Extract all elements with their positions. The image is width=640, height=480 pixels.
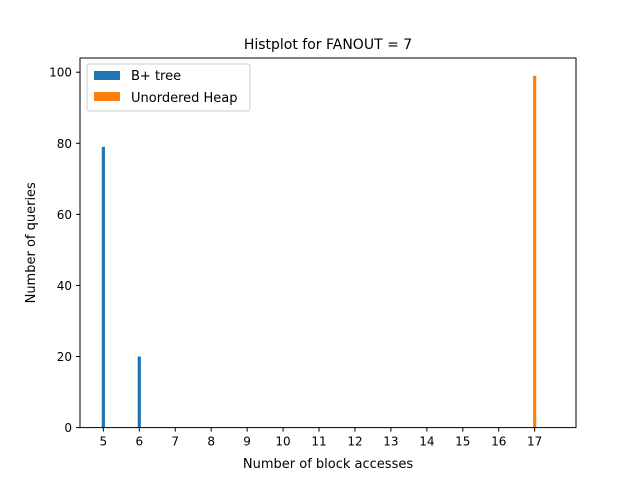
chart-title: Histplot for FANOUT = 7 — [244, 37, 412, 53]
x-tick-label: 6 — [135, 435, 143, 449]
x-tick-label: 15 — [455, 435, 470, 449]
legend-label-bplus-tree: B+ tree — [131, 69, 181, 84]
plot-frame — [79, 57, 577, 429]
x-axis-ticks: 5 6 7 8 9 10 11 12 13 14 15 16 17 — [100, 427, 542, 449]
y-tick-label: 100 — [49, 66, 72, 80]
x-tick-label: 12 — [347, 435, 362, 449]
x-tick-label: 7 — [171, 435, 179, 449]
y-axis-ticks: 0 20 40 60 80 100 — [49, 66, 80, 435]
y-tick-label: 40 — [57, 279, 72, 293]
y-tick-label: 80 — [57, 137, 72, 151]
x-tick-label: 14 — [419, 435, 434, 449]
legend-swatch-unordered-heap — [94, 92, 120, 101]
y-tick-label: 20 — [57, 350, 72, 364]
x-tick-label: 17 — [527, 435, 542, 449]
y-tick-label: 0 — [64, 421, 72, 435]
y-axis-label: Number of queries — [24, 182, 39, 303]
legend: B+ tree Unordered Heap — [86, 63, 251, 112]
x-tick-label: 16 — [491, 435, 506, 449]
x-tick-label: 8 — [207, 435, 215, 449]
x-tick-label: 5 — [100, 435, 108, 449]
x-axis-label: Number of block accesses — [243, 457, 413, 472]
x-tick-label: 13 — [383, 435, 398, 449]
legend-swatch-bplus-tree — [94, 71, 120, 80]
legend-label-unordered-heap: Unordered Heap — [131, 91, 238, 106]
bars-layer — [101, 75, 537, 428]
y-tick-label: 60 — [57, 208, 72, 222]
x-tick-label: 10 — [275, 435, 290, 449]
x-tick-label: 9 — [243, 435, 251, 449]
legend-box — [86, 63, 251, 112]
bar-series0-6 — [137, 356, 141, 428]
bar-series1-17 — [533, 75, 537, 428]
bar-series0-5 — [101, 146, 105, 428]
x-tick-label: 11 — [311, 435, 326, 449]
